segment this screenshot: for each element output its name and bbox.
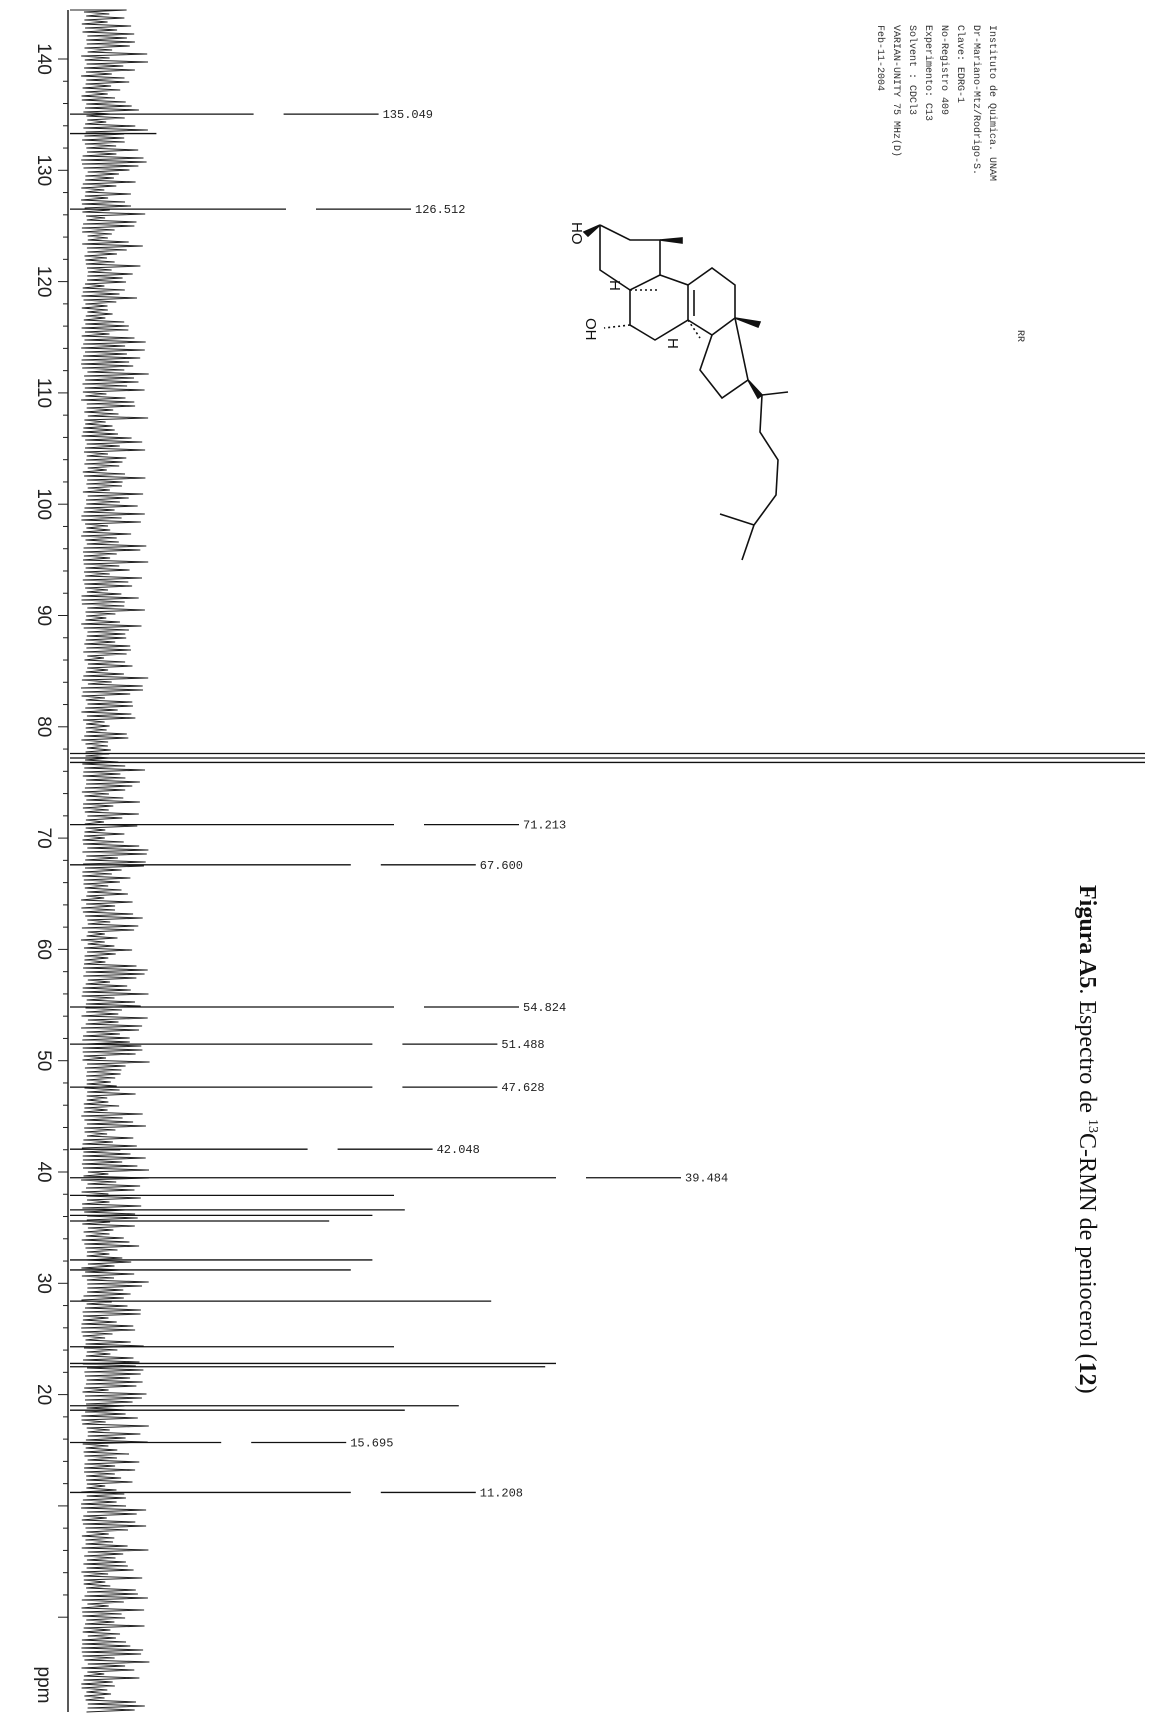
structure-label-oh: OH <box>582 318 599 341</box>
peak-labels: 135.049 126.512 71.213 67.600 54.824 51.488 47… <box>251 108 728 1500</box>
peak-label: 11.208 <box>480 1486 523 1500</box>
peak-label: 51.488 <box>501 1038 544 1052</box>
header-line: Feb-11-2004 <box>874 25 886 91</box>
header-line: Instituto de Quimica. UNAM <box>986 25 998 181</box>
tick-marks <box>58 58 68 1618</box>
peak-label: 135.049 <box>383 108 433 122</box>
ring-d <box>699 317 749 400</box>
tick-label: 30 <box>33 1273 54 1294</box>
spectrum-peaks <box>70 113 1145 1494</box>
peak-label: 47.628 <box>501 1081 544 1095</box>
header-line: Experimento: C13 <box>922 25 934 121</box>
tick-labels: 140 130 120 110 100 90 80 70 60 50 40 30 20 <box>33 43 54 1405</box>
wedge-methyl-10 <box>659 237 683 244</box>
tick-label: 130 <box>33 154 54 186</box>
caption-sup: 13 <box>1085 1119 1100 1133</box>
caption-text-2: C-RMN de peniocerol ( <box>1074 1133 1100 1362</box>
axis-unit-label: ppm <box>33 1667 54 1704</box>
peak-label: 67.600 <box>480 859 523 873</box>
caption-text-1: . Espectro de <box>1074 988 1100 1119</box>
ppm-axis: 140 130 120 110 100 90 80 70 60 50 40 30 20 ppm <box>33 10 69 1712</box>
wedge-ho <box>582 224 601 238</box>
tick-label: 70 <box>33 828 54 849</box>
structure-label-h1: H <box>606 280 623 291</box>
caption-number: 12 <box>1074 1362 1100 1386</box>
peak-label: 54.824 <box>523 1001 566 1015</box>
tick-label: 50 <box>33 1050 54 1071</box>
ring-b <box>629 274 689 341</box>
wedge-methyl-13 <box>734 317 762 329</box>
tick-label: 60 <box>33 939 54 960</box>
side-chain-branch <box>719 513 755 526</box>
header-line: VARIAN-UNITY 75 MHz(D) <box>890 25 902 157</box>
header-line: Solvent : CDCl3 <box>906 25 918 115</box>
tick-label: 100 <box>33 488 54 520</box>
figure-caption: Figura A5. Espectro de 13C-RMN de penioc… <box>1074 885 1100 1394</box>
tick-label: 20 <box>33 1384 54 1405</box>
caption-bold: Figura A5 <box>1074 885 1100 988</box>
header-code: RR <box>1014 330 1025 342</box>
tick-label: 80 <box>33 716 54 737</box>
ring-c <box>687 267 736 336</box>
caption-close: ) <box>1074 1386 1100 1394</box>
peak-label: 42.048 <box>437 1143 480 1157</box>
peak-label: 15.695 <box>350 1437 393 1451</box>
header-line: No-Registro 409 <box>938 25 950 115</box>
wedge-chain <box>747 379 764 400</box>
tick-label: 90 <box>33 605 54 626</box>
tick-label: 110 <box>33 378 54 408</box>
tick-label: 120 <box>33 266 54 298</box>
structure-label-h2: H <box>664 338 681 349</box>
baseline-noise <box>70 9 150 1713</box>
peak-label: 71.213 <box>523 819 566 833</box>
chemical-structure <box>582 224 789 561</box>
hash-h9 <box>687 319 701 339</box>
header-line: Dr-Mariano-Mtz/Rodrigo-S. <box>970 25 982 175</box>
tick-label: 40 <box>33 1161 54 1182</box>
instrument-header: Instituto de Quimica. UNAM Dr-Mariano-Mtz… <box>874 25 998 181</box>
peak-label: 39.484 <box>685 1172 728 1186</box>
peak-label: 126.512 <box>415 203 465 217</box>
hash-oh <box>603 324 631 329</box>
header-line: Clave: EDRG-1 <box>954 25 966 103</box>
side-chain <box>741 379 779 561</box>
tick-label: 140 <box>33 43 54 75</box>
side-methyl <box>761 391 789 396</box>
structure-label-ho: HO <box>568 222 585 245</box>
